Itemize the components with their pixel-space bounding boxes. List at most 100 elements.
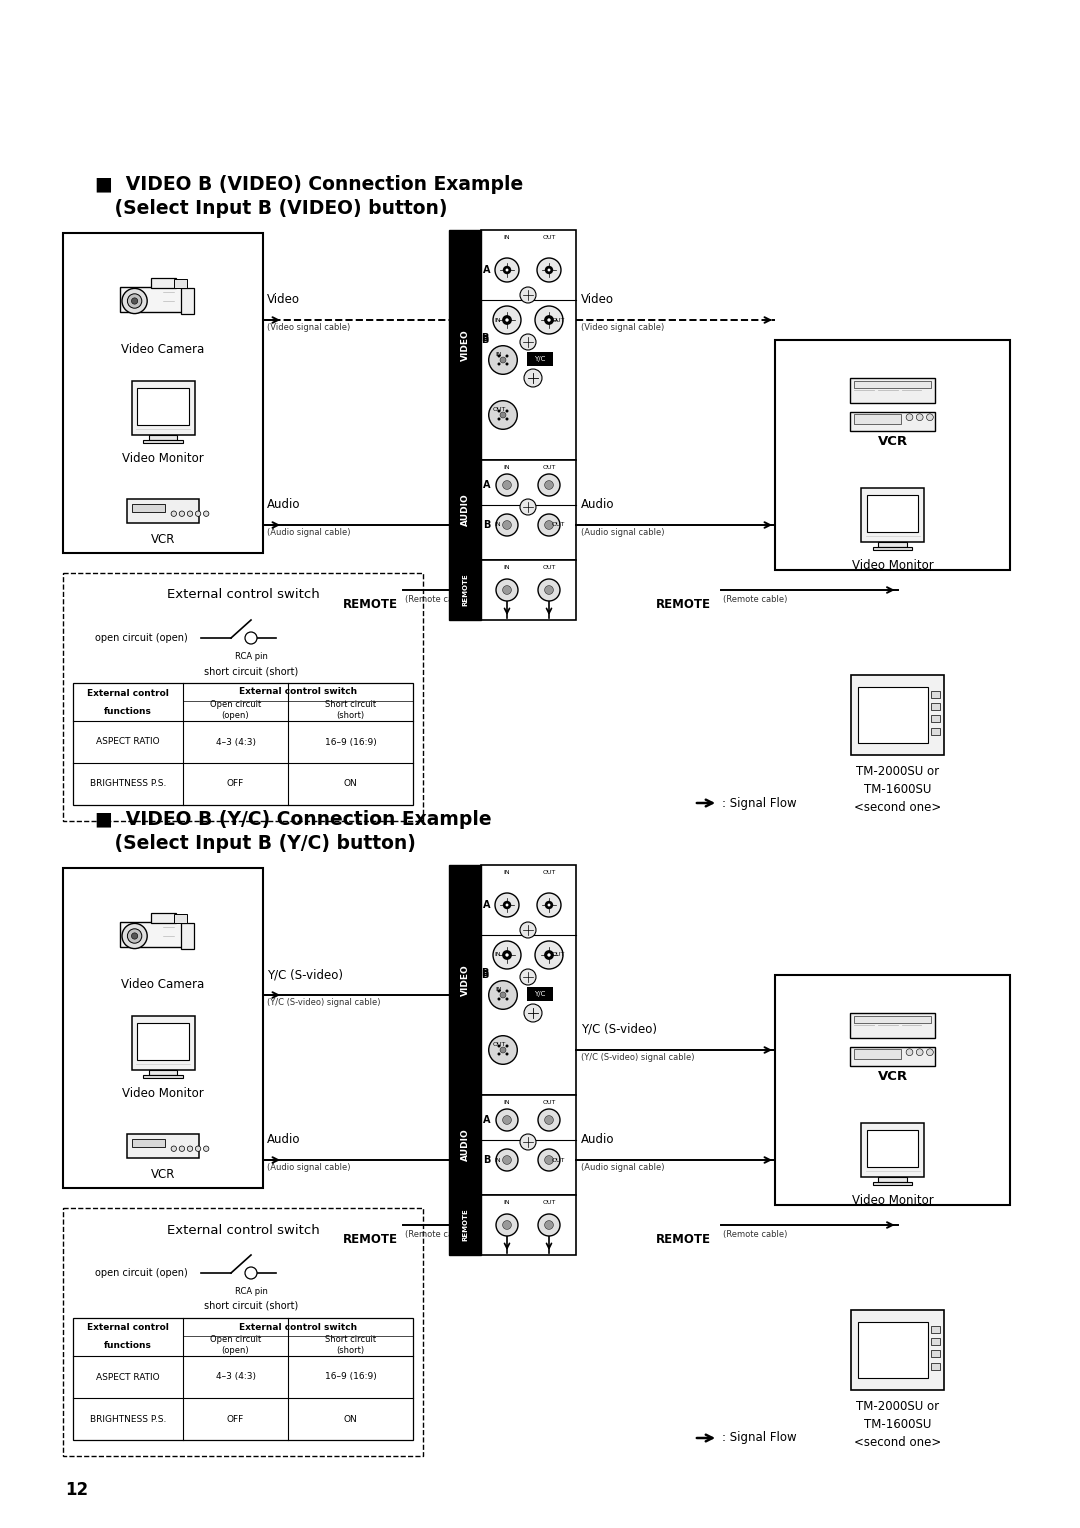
Text: IN: IN bbox=[503, 1100, 511, 1105]
Circle shape bbox=[505, 990, 509, 993]
Text: OUT: OUT bbox=[552, 318, 565, 322]
Bar bbox=[481, 1096, 576, 1195]
Circle shape bbox=[548, 903, 551, 906]
Circle shape bbox=[505, 903, 509, 906]
Circle shape bbox=[488, 400, 517, 429]
Bar bbox=[851, 1311, 944, 1389]
Bar bbox=[931, 703, 941, 711]
Circle shape bbox=[500, 992, 507, 998]
Circle shape bbox=[505, 410, 509, 413]
Text: External control switch: External control switch bbox=[239, 1323, 357, 1331]
Circle shape bbox=[498, 1053, 500, 1056]
Text: OUT: OUT bbox=[542, 465, 556, 471]
Text: B: B bbox=[484, 520, 490, 530]
Bar bbox=[866, 1129, 918, 1166]
Text: OFF: OFF bbox=[227, 1415, 244, 1424]
Text: (Y/C (S-video) signal cable): (Y/C (S-video) signal cable) bbox=[267, 998, 380, 1007]
Text: (Remote cable): (Remote cable) bbox=[723, 1230, 787, 1239]
Circle shape bbox=[544, 950, 554, 960]
Text: (Audio signal cable): (Audio signal cable) bbox=[581, 1163, 664, 1172]
Bar bbox=[481, 865, 576, 1096]
Bar bbox=[63, 1209, 423, 1456]
Circle shape bbox=[524, 368, 542, 387]
Text: A: A bbox=[483, 480, 490, 490]
Text: REMOTE: REMOTE bbox=[343, 597, 399, 611]
Text: Video Monitor: Video Monitor bbox=[852, 559, 933, 571]
Text: OUT: OUT bbox=[542, 1100, 556, 1105]
Text: OFF: OFF bbox=[227, 779, 244, 788]
Bar bbox=[931, 1326, 941, 1332]
Circle shape bbox=[544, 1155, 553, 1164]
Bar bbox=[878, 542, 907, 547]
Circle shape bbox=[927, 414, 933, 420]
Circle shape bbox=[495, 258, 519, 283]
Bar bbox=[878, 1177, 907, 1181]
Text: REMOTE: REMOTE bbox=[656, 1233, 711, 1245]
Circle shape bbox=[906, 414, 913, 420]
Bar bbox=[127, 1134, 199, 1158]
Bar bbox=[133, 504, 165, 512]
Circle shape bbox=[498, 998, 500, 1001]
Text: External control switch: External control switch bbox=[166, 1224, 320, 1236]
Circle shape bbox=[500, 358, 507, 364]
Bar bbox=[174, 280, 187, 287]
Circle shape bbox=[502, 481, 512, 489]
Bar bbox=[854, 1050, 901, 1059]
Circle shape bbox=[503, 902, 511, 909]
Circle shape bbox=[171, 1146, 176, 1152]
Text: IN: IN bbox=[503, 869, 511, 876]
Circle shape bbox=[498, 990, 500, 993]
Bar bbox=[149, 435, 177, 440]
Circle shape bbox=[502, 1221, 512, 1230]
Circle shape bbox=[122, 289, 147, 313]
Text: IN: IN bbox=[503, 235, 511, 240]
Text: (Audio signal cable): (Audio signal cable) bbox=[267, 529, 351, 536]
Text: VCR: VCR bbox=[877, 435, 907, 448]
Bar bbox=[931, 1339, 941, 1345]
Circle shape bbox=[519, 969, 536, 986]
Text: VIDEO: VIDEO bbox=[460, 964, 470, 996]
Circle shape bbox=[502, 521, 512, 529]
Bar bbox=[127, 500, 199, 523]
Bar bbox=[137, 388, 189, 425]
Circle shape bbox=[519, 921, 536, 938]
Circle shape bbox=[916, 414, 923, 420]
Text: Video Camera: Video Camera bbox=[121, 978, 204, 992]
Text: open circuit (open): open circuit (open) bbox=[95, 1268, 187, 1277]
Text: OUT: OUT bbox=[542, 565, 556, 570]
Circle shape bbox=[127, 293, 141, 309]
Circle shape bbox=[524, 1004, 542, 1022]
Text: RCA pin: RCA pin bbox=[234, 1287, 268, 1296]
Text: Audio: Audio bbox=[267, 498, 300, 510]
Bar bbox=[481, 559, 576, 620]
Text: IN: IN bbox=[495, 523, 501, 527]
Circle shape bbox=[502, 950, 512, 960]
Text: Video Camera: Video Camera bbox=[121, 342, 204, 356]
Circle shape bbox=[495, 892, 519, 917]
Circle shape bbox=[132, 298, 138, 304]
Text: AUDIO: AUDIO bbox=[460, 1129, 470, 1161]
Text: (Video signal cable): (Video signal cable) bbox=[267, 322, 350, 332]
Text: OUT: OUT bbox=[552, 952, 565, 958]
Text: IN: IN bbox=[503, 1199, 511, 1206]
Text: Audio: Audio bbox=[267, 1132, 300, 1146]
Text: VCR: VCR bbox=[151, 533, 175, 545]
Text: VCR: VCR bbox=[877, 1070, 907, 1083]
Bar bbox=[850, 1047, 935, 1067]
Circle shape bbox=[544, 585, 553, 594]
Circle shape bbox=[519, 287, 536, 303]
Text: IN: IN bbox=[495, 318, 501, 322]
Circle shape bbox=[538, 579, 561, 601]
Text: IN: IN bbox=[503, 565, 511, 570]
Bar bbox=[850, 1013, 935, 1038]
Circle shape bbox=[538, 1109, 561, 1131]
Bar bbox=[120, 287, 185, 312]
Circle shape bbox=[500, 413, 507, 419]
Text: Audio: Audio bbox=[581, 498, 615, 510]
Text: Video Monitor: Video Monitor bbox=[122, 452, 204, 465]
Text: IN: IN bbox=[495, 1158, 501, 1163]
Circle shape bbox=[505, 998, 509, 1001]
Text: Open circuit
(open): Open circuit (open) bbox=[210, 1335, 261, 1355]
Bar bbox=[775, 341, 1010, 570]
Text: B: B bbox=[482, 335, 488, 345]
